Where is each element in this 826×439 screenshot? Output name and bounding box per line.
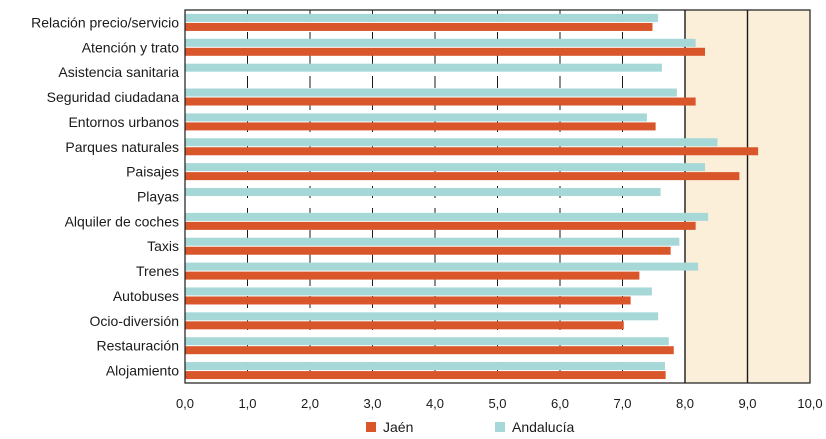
bar-andalucia — [185, 262, 699, 271]
bar-andalucia — [185, 237, 680, 246]
category-label: Relación precio/servicio — [31, 14, 179, 30]
legend-label-jaen: Jaén — [383, 419, 413, 435]
bar-jaen — [185, 172, 740, 181]
plot-frame — [184, 9, 811, 384]
x-tick-label: 9,0 — [738, 396, 756, 411]
bars — [185, 13, 759, 380]
x-tick-label: 1,0 — [238, 396, 256, 411]
gridlines — [247, 10, 749, 383]
category-labels: Relación precio/servicio Atención y trato… — [31, 14, 179, 378]
bar-andalucia — [185, 63, 662, 72]
x-tick-label: 5,0 — [488, 396, 506, 411]
category-label: Asistencia sanitaria — [58, 64, 179, 80]
legend-swatch-jaen — [366, 422, 376, 432]
x-tick-label: 3,0 — [363, 396, 381, 411]
category-label: Taxis — [147, 238, 179, 254]
category-label: Autobuses — [113, 288, 179, 304]
x-tick-label: 6,0 — [551, 396, 569, 411]
category-label: Atención y trato — [82, 39, 179, 55]
category-label: Parques naturales — [65, 139, 179, 155]
bar-jaen — [185, 122, 656, 131]
category-label: Entornos urbanos — [68, 114, 179, 130]
bar-jaen — [185, 271, 640, 280]
category-label: Playas — [137, 189, 179, 205]
x-tick-label: 7,0 — [613, 396, 631, 411]
bar-andalucia — [185, 188, 661, 196]
bar-andalucia — [185, 337, 669, 346]
bar-jaen — [185, 296, 631, 305]
category-label: Ocio-diversión — [90, 313, 179, 329]
bar-jaen — [185, 47, 705, 56]
bar-jaen — [185, 221, 696, 230]
bar-andalucia — [185, 212, 709, 221]
bar-andalucia — [185, 38, 696, 47]
bar-jaen — [185, 321, 624, 330]
bar-andalucia — [185, 88, 677, 97]
legend-label-andalucia: Andalucía — [512, 419, 574, 435]
category-label: Seguridad ciudadana — [47, 89, 180, 105]
bar-jaen — [185, 346, 674, 355]
bar-andalucia — [185, 113, 647, 122]
legend-swatch-andalucia — [495, 422, 505, 432]
x-tick-label: 0,0 — [176, 396, 194, 411]
bar-jaen — [185, 246, 671, 255]
x-tick-label: 8,0 — [676, 396, 694, 411]
bar-jaen — [185, 147, 759, 156]
bar-andalucia — [185, 362, 665, 371]
category-label: Alquiler de coches — [65, 213, 179, 229]
category-label: Trenes — [136, 263, 179, 279]
category-label: Alojamiento — [106, 363, 179, 379]
legend: Jaén Andalucía — [366, 419, 574, 435]
x-tick-labels: 0,0 1,0 2,0 3,0 4,0 5,0 6,0 7,0 8,0 9,0 10,0 — [176, 396, 823, 411]
x-tick-label: 2,0 — [301, 396, 319, 411]
bar-andalucia — [185, 287, 652, 296]
bar-jaen — [185, 22, 653, 31]
category-label: Restauración — [97, 338, 180, 354]
x-tick-label: 4,0 — [426, 396, 444, 411]
bar-jaen — [185, 371, 666, 380]
bar-jaen — [185, 97, 696, 106]
bar-andalucia — [185, 138, 718, 147]
bar-andalucia — [185, 163, 705, 172]
bar-andalucia — [185, 312, 659, 321]
x-tick-label: 10,0 — [797, 396, 822, 411]
category-label: Paisajes — [126, 164, 179, 180]
bar-andalucia — [185, 13, 659, 22]
